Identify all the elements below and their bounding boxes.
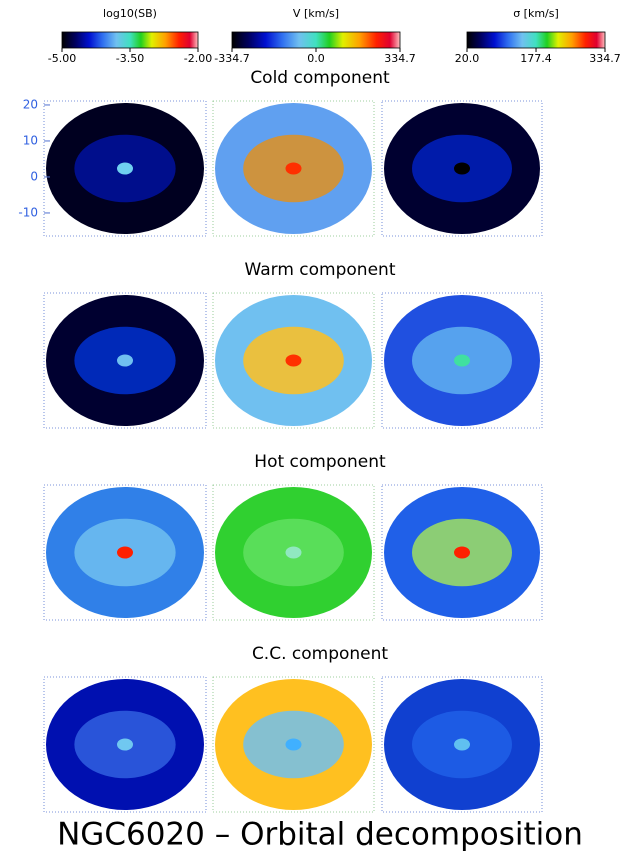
colorbar-tick-label: -2.00 xyxy=(184,52,212,65)
map-panel xyxy=(213,485,374,620)
row-title: C.C. component xyxy=(252,644,388,664)
map-core xyxy=(117,547,133,559)
colorbar-tick-label: 177.4 xyxy=(520,52,552,65)
colorbar xyxy=(62,32,198,48)
map-panel xyxy=(44,293,206,428)
map-core xyxy=(454,355,470,367)
map-panel xyxy=(382,677,542,812)
map-core xyxy=(117,739,133,751)
y-tick-label: 20 xyxy=(23,97,38,111)
y-tick-label: 0 xyxy=(30,169,38,183)
map-panel xyxy=(213,677,374,812)
map-core xyxy=(117,355,133,367)
row-title: Cold component xyxy=(250,68,390,88)
map-panel xyxy=(382,101,542,236)
map-core xyxy=(286,547,302,559)
map-core xyxy=(286,355,302,367)
colorbar-tick-label: 334.7 xyxy=(589,52,621,65)
map-core xyxy=(454,547,470,559)
colorbar-label: log10(SB) xyxy=(103,7,157,20)
map-core xyxy=(454,739,470,751)
colorbar-tick-label: 0.0 xyxy=(307,52,325,65)
y-tick-label: -10 xyxy=(18,205,38,219)
y-tick-label: 10 xyxy=(23,133,38,147)
figure: NGC6020 – Orbital decomposition log10(SB… xyxy=(0,0,641,859)
map-panel xyxy=(382,293,542,428)
map-core xyxy=(117,163,133,175)
map-panel xyxy=(44,485,206,620)
colorbar-tick-label: 20.0 xyxy=(455,52,480,65)
colorbar-label: σ [km/s] xyxy=(513,7,559,20)
colorbar-label: V [km/s] xyxy=(293,7,339,20)
map-panel xyxy=(213,101,374,236)
row-title: Warm component xyxy=(245,260,396,280)
colorbar xyxy=(232,32,400,48)
figure-title: NGC6020 – Orbital decomposition xyxy=(57,817,583,853)
map-panel xyxy=(382,485,542,620)
colorbar-tick-label: -5.00 xyxy=(48,52,76,65)
colorbar-tick-label: 334.7 xyxy=(384,52,416,65)
colorbar-tick-label: -334.7 xyxy=(214,52,249,65)
colorbar xyxy=(467,32,605,48)
row-title: Hot component xyxy=(254,452,386,472)
map-panel xyxy=(213,293,374,428)
map-core xyxy=(454,163,470,175)
map-core xyxy=(286,739,302,751)
map-core xyxy=(286,163,302,175)
map-panel xyxy=(44,677,206,812)
map-panel xyxy=(44,101,206,236)
colorbar-tick-label: -3.50 xyxy=(116,52,144,65)
